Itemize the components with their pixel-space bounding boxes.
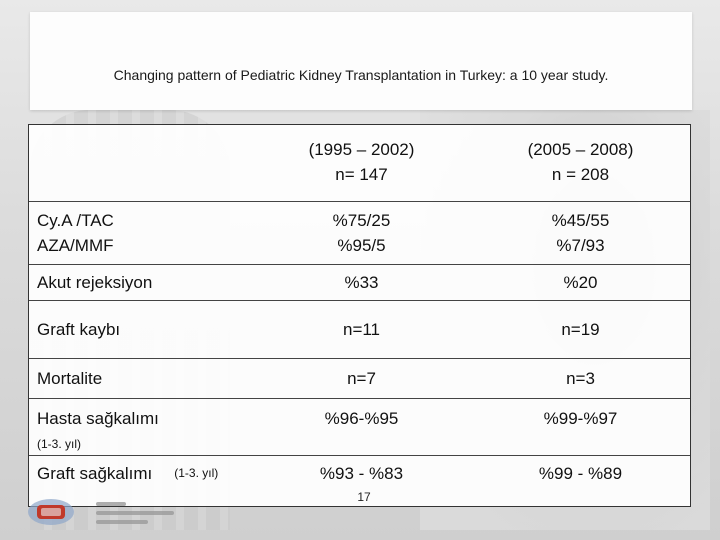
page-number: 17 [357, 490, 371, 504]
header-period-1-years: (1995 – 2002) [308, 140, 415, 160]
title-box: Changing pattern of Pediatric Kidney Tra… [30, 12, 692, 110]
row-label-text: Graft sağkalımı [37, 464, 153, 483]
results-table: (1995 – 2002) n= 147 (2005 – 2008) n = 2… [28, 124, 691, 507]
header-period-2-n: n = 208 [551, 165, 610, 184]
header-period-1-n: n= 147 [335, 165, 388, 184]
cell-value-line2: %95/5 [337, 235, 386, 255]
cell-period-1: %75/25 %95/5 [254, 202, 469, 265]
row-label-line1: Cy.A /TAC [37, 210, 114, 230]
logo-wordmark [96, 502, 176, 529]
row-label-patient-survival: Hasta sağkalımı (1-3. yıl) [37, 399, 159, 456]
cell-period-2: %99-%97 [543, 409, 618, 428]
header-period-1: (1995 – 2002) n= 147 [254, 125, 469, 201]
row-label-immunosuppression: Cy.A /TAC AZA/MMF [37, 202, 114, 265]
table-row: Hasta sağkalımı (1-3. yıl) %96-%95 %99-%… [29, 398, 690, 456]
header-period-2-years: (2005 – 2008) [527, 140, 634, 160]
table-row: Akut rejeksiyon %33 %20 [29, 264, 690, 301]
row-label-graft-survival: Graft sağkalımı (1-3. yıl) [37, 456, 218, 509]
cell-period-1: %96-%95 [324, 409, 399, 428]
hospital-logo-icon [28, 499, 74, 525]
slide-title: Changing pattern of Pediatric Kidney Tra… [113, 67, 609, 83]
row-label-graft-loss: Graft kaybı [37, 319, 121, 339]
cell-period-1: %93 - %83 [319, 464, 404, 483]
cell-value-line1: %75/25 [332, 210, 391, 230]
table-row: Graft sağkalımı (1-3. yıl) %93 - %83 %99… [29, 455, 690, 509]
cell-period-2: n=3 [566, 368, 595, 388]
cell-period-2: %20 [563, 272, 598, 292]
table-row: Graft kaybı n=11 n=19 [29, 300, 690, 359]
cell-period-1: n=7 [347, 368, 376, 388]
row-label-acute-rejection: Akut rejeksiyon [37, 272, 153, 292]
table-row: Cy.A /TAC AZA/MMF %75/25 %95/5 %45/55 %7… [29, 201, 690, 265]
cell-period-2: %45/55 %7/93 [469, 202, 692, 265]
row-label-line2: AZA/MMF [37, 235, 114, 255]
table-header-row: (1995 – 2002) n= 147 (2005 – 2008) n = 2… [29, 125, 690, 201]
cell-value-line2: %7/93 [556, 235, 605, 255]
row-label-mortality: Mortalite [37, 368, 103, 388]
cell-period-2: n=19 [561, 319, 600, 339]
table-row: Mortalite n=7 n=3 [29, 358, 690, 399]
cell-period-2: %99 - %89 [538, 464, 623, 483]
row-label-subtext: (1-3. yıl) [37, 436, 82, 451]
header-period-2: (2005 – 2008) n = 208 [469, 125, 692, 201]
row-label-subtext: (1-3. yıl) [174, 466, 219, 480]
row-label-text: Hasta sağkalımı [37, 409, 159, 428]
cell-period-1: %33 [344, 272, 379, 292]
cell-period-1: n=11 [342, 319, 381, 339]
cell-value-line1: %45/55 [551, 210, 610, 230]
